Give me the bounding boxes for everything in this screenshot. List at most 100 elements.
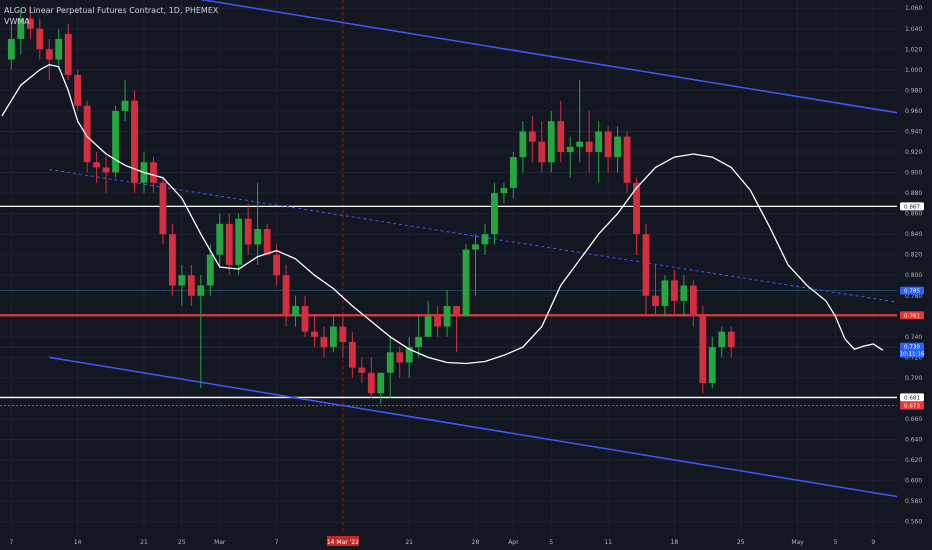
time-tick-label: 7 <box>9 539 13 546</box>
candle-body[interactable] <box>216 223 224 255</box>
candle-body[interactable] <box>604 131 612 158</box>
candle-body[interactable] <box>93 162 101 168</box>
price-tick-label: 0.700 <box>905 375 922 382</box>
price-tick-label: 1.060 <box>905 5 922 12</box>
time-tick-label: 28 <box>472 539 480 546</box>
candle-body[interactable] <box>83 105 91 163</box>
time-tick-label: 18 <box>671 539 679 546</box>
candle-body[interactable] <box>112 110 119 173</box>
candle-body[interactable] <box>699 316 707 384</box>
candle-body[interactable] <box>178 275 186 286</box>
candle-body[interactable] <box>244 218 252 245</box>
candle-body[interactable] <box>377 372 385 394</box>
channel-upper-line <box>199 0 932 120</box>
candle-body[interactable] <box>301 306 309 332</box>
candle-body[interactable] <box>585 141 593 152</box>
candle-body[interactable] <box>491 193 498 235</box>
candle-body[interactable] <box>566 146 574 152</box>
candle-body[interactable] <box>159 182 167 235</box>
candle-body[interactable] <box>386 352 394 373</box>
candle-body[interactable] <box>453 306 460 317</box>
candle-body[interactable] <box>235 218 243 265</box>
candle-body[interactable] <box>519 131 527 158</box>
price-tag-label: 0.867 <box>904 204 920 210</box>
candle-body[interactable] <box>263 229 271 255</box>
candle-body[interactable] <box>292 306 299 317</box>
candle-body[interactable] <box>150 162 157 183</box>
candle-body[interactable] <box>131 100 138 183</box>
price-tick-label: 0.980 <box>905 87 922 94</box>
candle-body[interactable] <box>576 141 584 147</box>
candle-body[interactable] <box>7 39 15 60</box>
price-tick-label: 1.040 <box>905 26 922 33</box>
candle-body[interactable] <box>26 18 34 29</box>
candle-body[interactable] <box>595 131 603 152</box>
candle-body[interactable] <box>197 285 205 296</box>
vwma-polyline <box>1 64 884 365</box>
price-tick-label: 0.780 <box>905 293 922 300</box>
candle-body[interactable] <box>500 187 508 194</box>
price-tick-label: 0.560 <box>905 519 922 526</box>
candle-body[interactable] <box>187 275 195 296</box>
candle-body[interactable] <box>708 347 716 384</box>
candle-body[interactable] <box>55 39 63 60</box>
candle-body[interactable] <box>206 254 214 286</box>
candle-body[interactable] <box>670 280 678 301</box>
candle-body[interactable] <box>434 316 442 327</box>
candle-body[interactable] <box>443 306 451 327</box>
candle-body[interactable] <box>415 336 423 348</box>
candle-body[interactable] <box>642 234 650 296</box>
candle-body[interactable] <box>348 341 356 368</box>
candle-body[interactable] <box>254 229 262 245</box>
candle-body[interactable] <box>367 372 375 394</box>
candle-body[interactable] <box>17 18 25 40</box>
candle-body[interactable] <box>623 136 631 183</box>
candle-body[interactable] <box>64 33 72 75</box>
candle-body[interactable] <box>330 326 337 348</box>
candle-body[interactable] <box>311 331 318 337</box>
time-tick-label: 5 <box>834 539 838 546</box>
candle-body[interactable] <box>528 131 536 142</box>
time-tick-label: 7 <box>275 539 279 546</box>
candle-body[interactable] <box>718 331 726 348</box>
candle-body[interactable] <box>36 28 44 50</box>
price-axis[interactable]: 1.060 1.040 1.020 1.000 0.980 0.960 0.940 0.920… <box>897 0 932 550</box>
candle-body[interactable] <box>45 49 53 60</box>
date-marker-tag <box>326 536 359 546</box>
price-tag <box>900 286 924 295</box>
candle-body[interactable] <box>614 136 621 158</box>
candle-body[interactable] <box>168 234 176 286</box>
candle-body[interactable] <box>727 331 735 348</box>
candle-body[interactable] <box>462 249 470 317</box>
candle-body[interactable] <box>396 352 404 363</box>
price-tick-label: 1.000 <box>905 67 922 74</box>
candle-body[interactable] <box>273 254 280 276</box>
candle-body[interactable] <box>689 285 697 317</box>
candle-body[interactable] <box>405 347 413 363</box>
candle-body[interactable] <box>680 285 688 301</box>
price-tick-label: 0.720 <box>905 354 922 361</box>
candle-body[interactable] <box>661 280 669 307</box>
candle-body[interactable] <box>472 244 479 250</box>
grid <box>0 0 897 534</box>
time-axis[interactable]: 7 14 21 25 Mar 7 14 Mar '22 21 28 Apr 5 11 18 25 May 5 9 <box>0 534 897 550</box>
candle-body[interactable] <box>358 367 366 373</box>
candle-body[interactable] <box>538 141 546 163</box>
candle-body[interactable] <box>481 234 489 245</box>
candle-body[interactable] <box>424 316 432 337</box>
candle-body[interactable] <box>121 100 129 111</box>
candle-body[interactable] <box>509 157 517 188</box>
candle-body[interactable] <box>102 167 110 173</box>
candle-body[interactable] <box>320 336 328 348</box>
price-tick-label: 0.580 <box>905 498 922 505</box>
candle-body[interactable] <box>633 182 640 235</box>
candle-body[interactable] <box>339 326 347 342</box>
candle-body[interactable] <box>557 121 565 152</box>
candle-body[interactable] <box>547 121 555 163</box>
candle-body[interactable] <box>282 275 290 317</box>
candle-body[interactable] <box>74 74 82 106</box>
candle-body[interactable] <box>225 223 233 265</box>
candles[interactable] <box>7 6 735 404</box>
candle-body[interactable] <box>652 295 659 307</box>
